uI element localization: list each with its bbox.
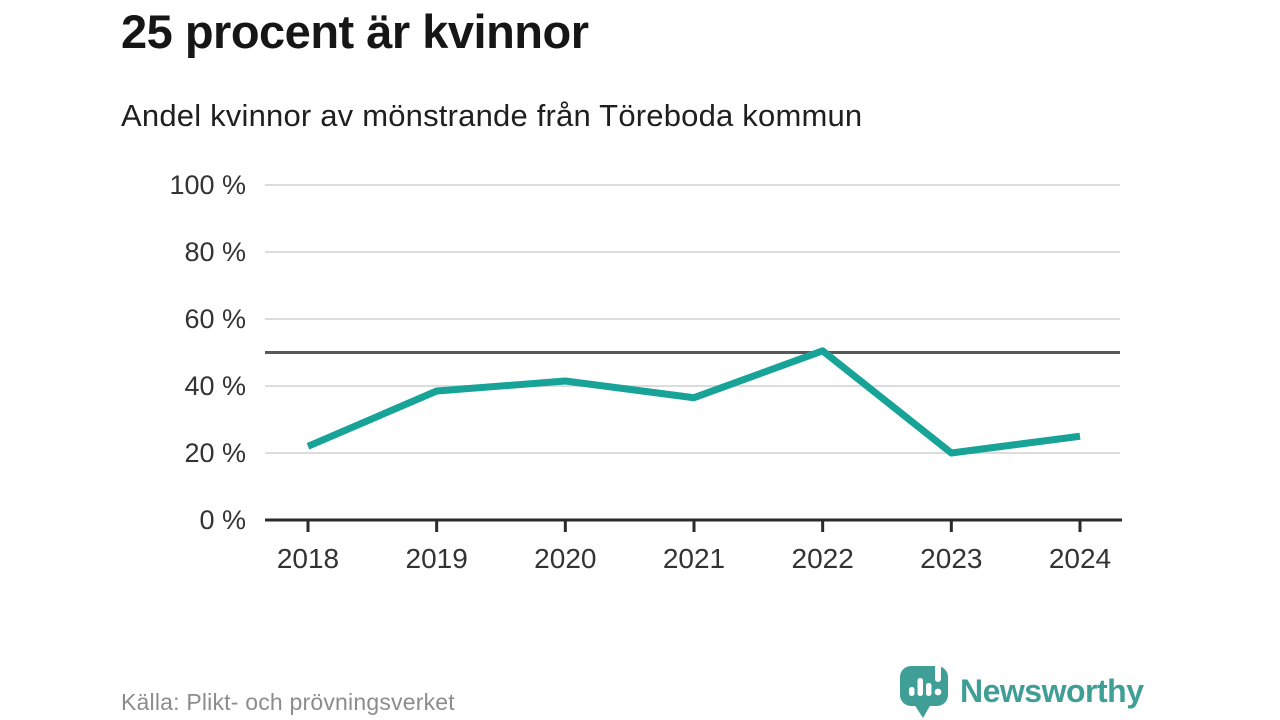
- source-note: Källa: Plikt- och prövningsverket: [121, 689, 455, 715]
- x-tick-label: 2024: [1049, 543, 1111, 574]
- y-tick-label: 0 %: [199, 505, 246, 535]
- x-tick-label: 2023: [920, 543, 982, 574]
- x-tick-label: 2020: [534, 543, 596, 574]
- page-title: 25 procent är kvinnor: [121, 5, 589, 58]
- x-tick-label: 2019: [406, 543, 468, 574]
- newsworthy-logo: Newsworthy: [897, 663, 1144, 719]
- data-line: [306, 347, 1081, 457]
- newsworthy-logo-icon: [900, 664, 948, 718]
- y-tick-label: 60 %: [184, 304, 246, 334]
- x-tick-label: 2022: [792, 543, 854, 574]
- x-tick-label: 2021: [663, 543, 725, 574]
- y-tick-label: 80 %: [184, 237, 246, 267]
- brand-name: Newsworthy: [960, 672, 1144, 709]
- x-tick-label: 2018: [277, 543, 339, 574]
- y-tick-label: 40 %: [184, 371, 246, 401]
- y-tick-label: 20 %: [184, 438, 246, 468]
- y-tick-label: 100 %: [169, 170, 246, 200]
- page-subtitle: Andel kvinnor av mönstrande från Törebod…: [121, 98, 863, 133]
